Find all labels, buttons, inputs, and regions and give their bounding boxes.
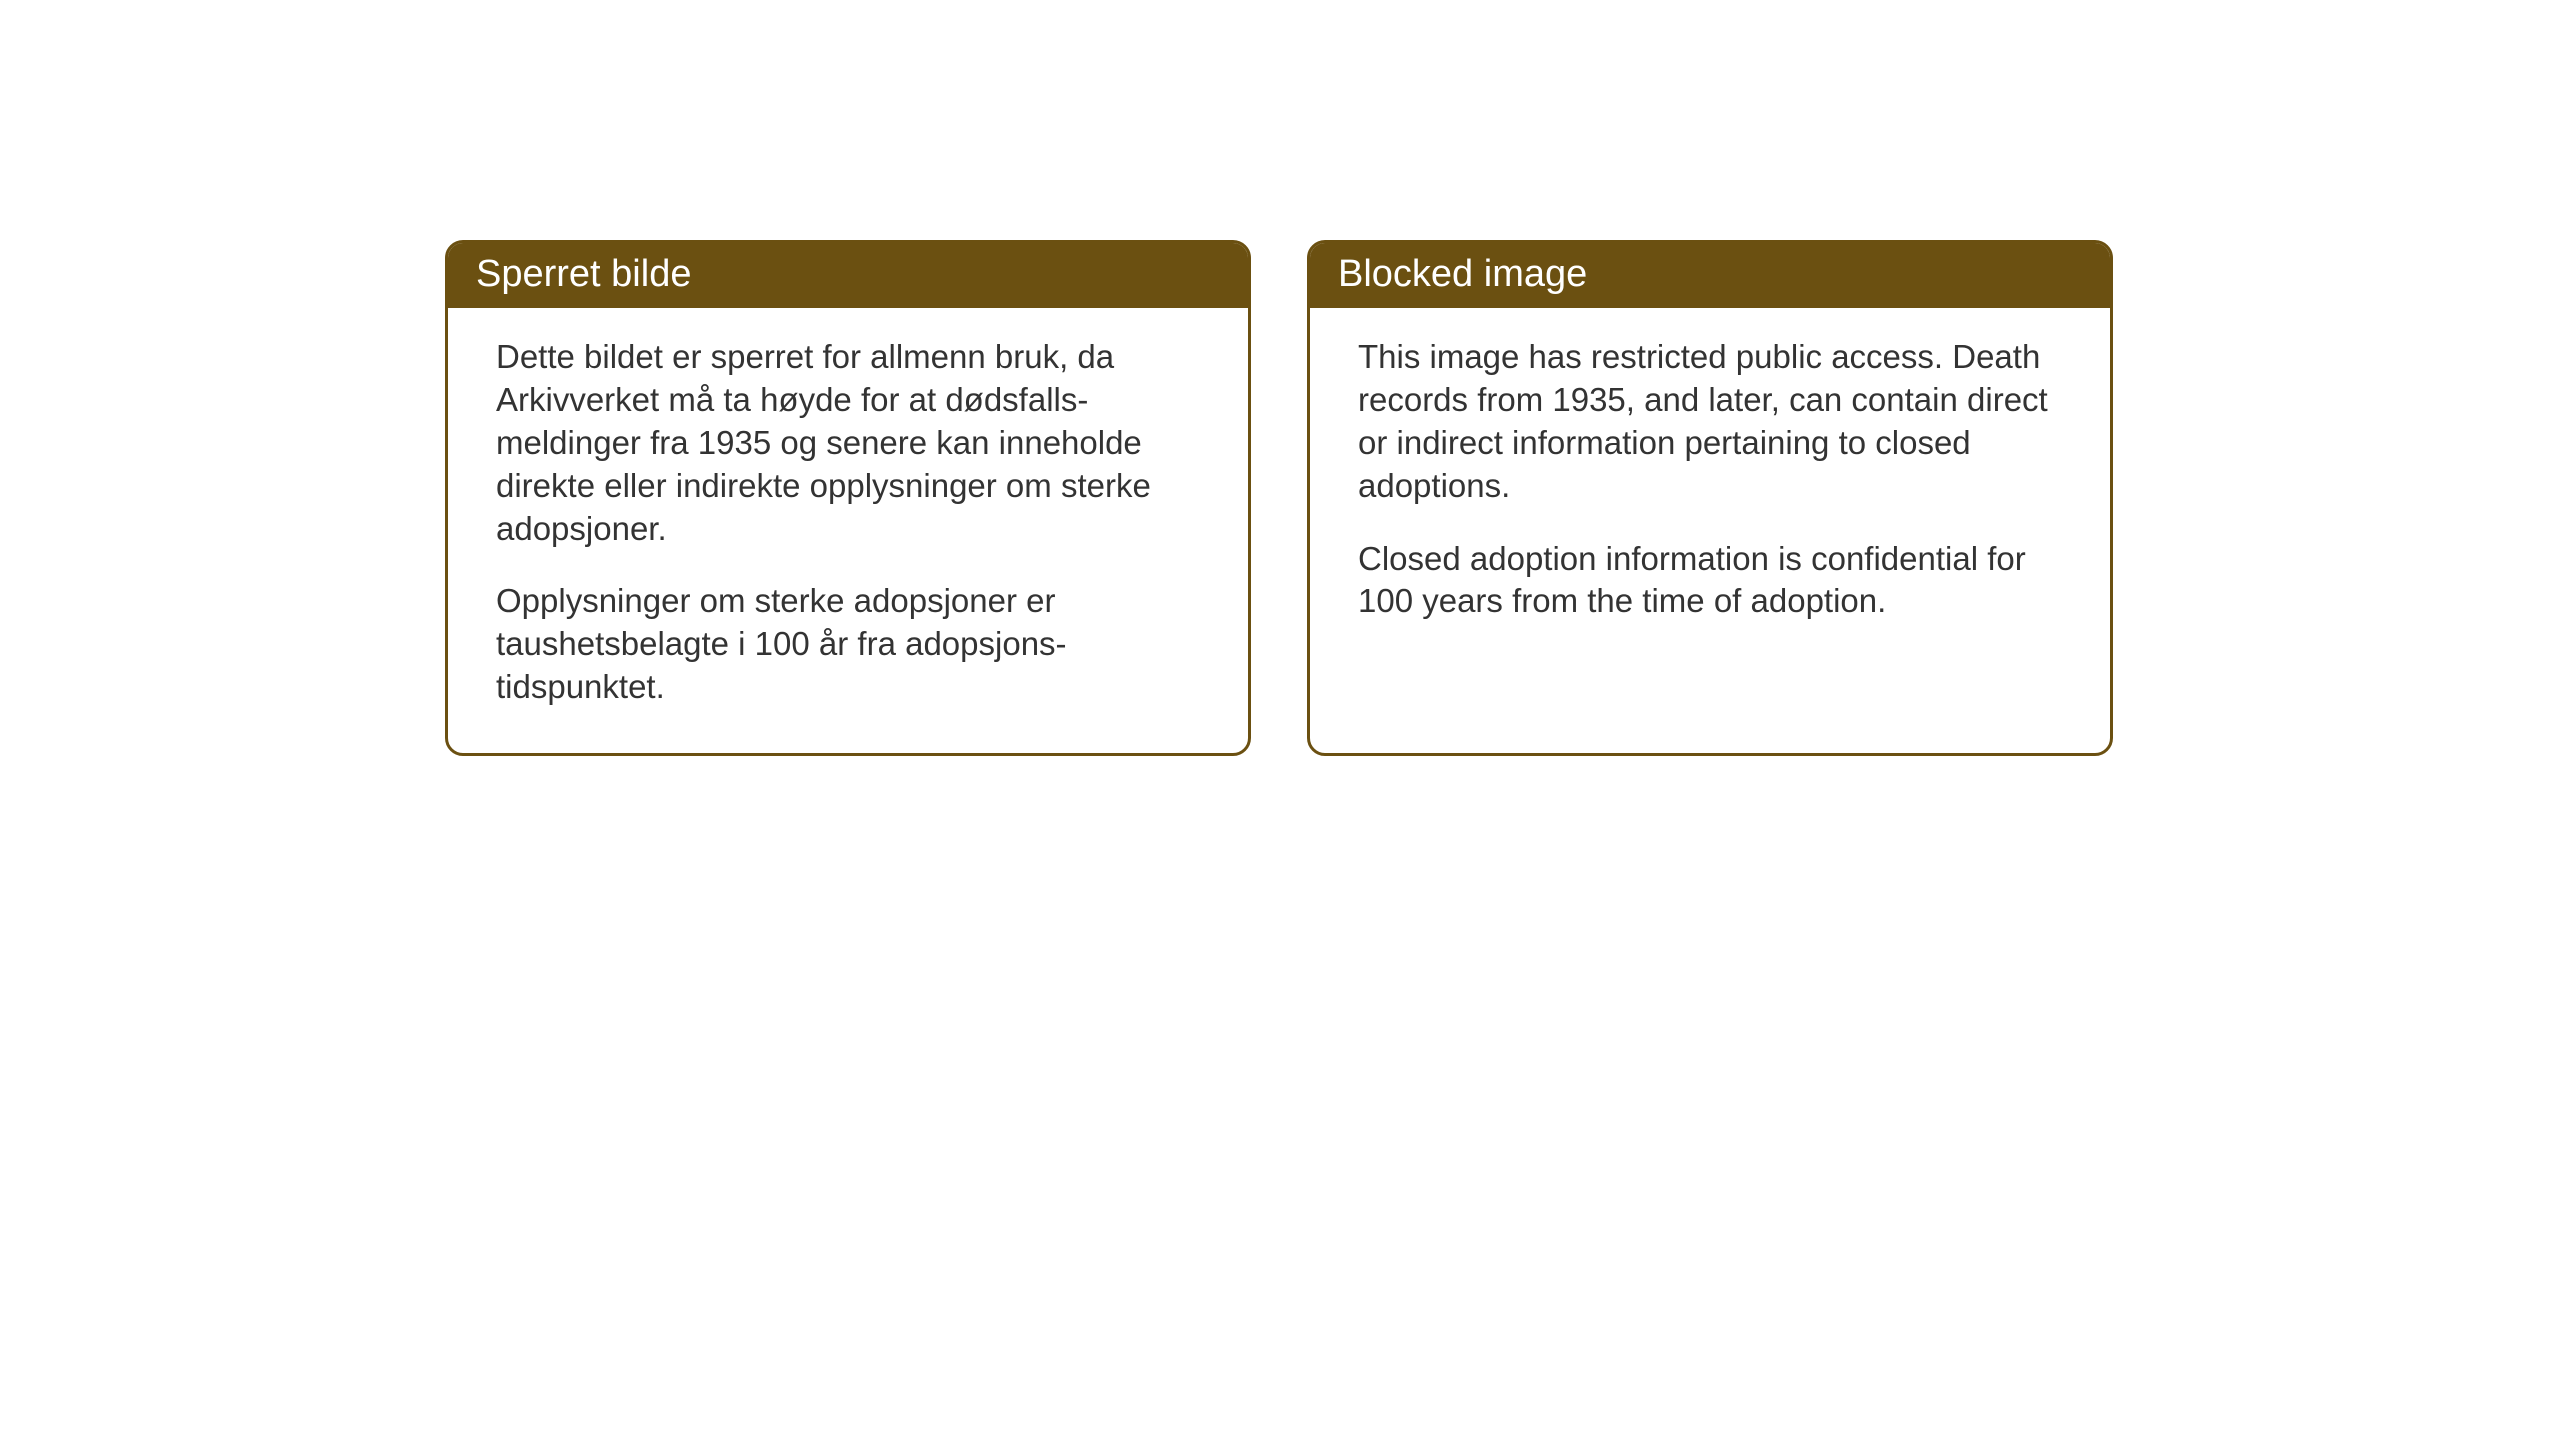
card-english: Blocked image This image has restricted …	[1307, 240, 2113, 756]
card-paragraph-1: Dette bildet er sperret for allmenn bruk…	[496, 336, 1208, 550]
card-paragraph-2: Opplysninger om sterke adopsjoner er tau…	[496, 580, 1208, 709]
card-body-english: This image has restricted public access.…	[1310, 308, 2110, 748]
card-paragraph-1: This image has restricted public access.…	[1358, 336, 2070, 508]
card-header-english: Blocked image	[1310, 243, 2110, 308]
card-body-norwegian: Dette bildet er sperret for allmenn bruk…	[448, 308, 1248, 753]
cards-container: Sperret bilde Dette bildet er sperret fo…	[445, 240, 2113, 756]
card-paragraph-2: Closed adoption information is confident…	[1358, 538, 2070, 624]
card-norwegian: Sperret bilde Dette bildet er sperret fo…	[445, 240, 1251, 756]
card-header-norwegian: Sperret bilde	[448, 243, 1248, 308]
